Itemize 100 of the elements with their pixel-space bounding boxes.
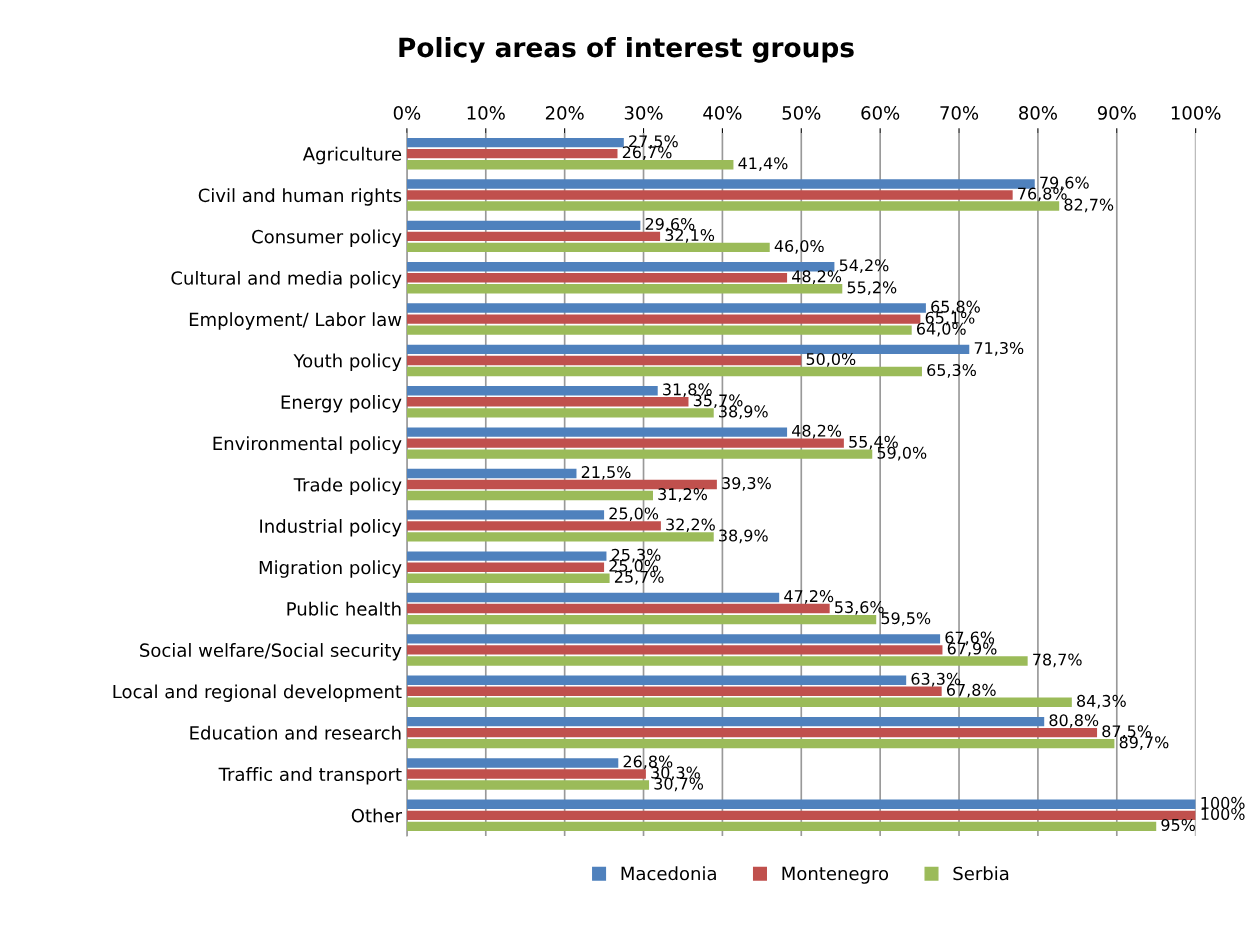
data-label: 55,2% — [847, 281, 897, 296]
bar — [406, 427, 788, 437]
y-tick-label: Other — [351, 808, 403, 823]
y-tick-label: Employment/ Labor law — [189, 312, 402, 330]
data-label: 39,3% — [722, 477, 771, 491]
bar — [406, 325, 912, 335]
bar — [406, 148, 618, 159]
bar — [406, 686, 942, 696]
bar — [406, 479, 717, 490]
bar — [406, 562, 605, 572]
bar — [406, 355, 802, 366]
bar — [406, 468, 577, 479]
bar — [406, 551, 607, 561]
y-tick-label: Public health — [287, 601, 401, 616]
bar — [406, 242, 770, 253]
x-tick-label: 40% — [703, 106, 742, 120]
bar — [406, 780, 650, 790]
bar — [406, 769, 646, 779]
bar — [406, 408, 714, 418]
data-label: 78,7% — [1033, 653, 1082, 668]
data-label: 71,3% — [974, 341, 1024, 356]
data-label: 54,2% — [839, 259, 889, 273]
bar — [406, 634, 941, 644]
bar — [406, 490, 653, 501]
chart-title: Policy areas of interest groups — [399, 36, 854, 63]
y-tick-label: Industrial policy — [260, 518, 402, 537]
x-tick-label: 10% — [467, 106, 505, 120]
bar — [406, 284, 843, 294]
bar — [406, 397, 689, 407]
bar — [406, 592, 780, 603]
bar — [406, 220, 641, 231]
bar — [406, 438, 844, 448]
data-label: 65,3% — [927, 364, 976, 378]
bar — [406, 656, 1028, 666]
y-tick-label: Youth policy — [293, 353, 402, 372]
bar — [406, 160, 734, 170]
bar — [406, 716, 1045, 727]
data-label: 31,2% — [658, 488, 708, 502]
bar — [406, 799, 1196, 809]
data-label: 38,9% — [719, 529, 768, 544]
bar — [406, 366, 922, 377]
y-tick-label: Energy policy — [281, 394, 402, 413]
x-tick-label: 50% — [782, 106, 821, 120]
legend-label: Serbia — [953, 866, 1009, 881]
bar — [406, 190, 1013, 200]
data-label: 32,2% — [666, 518, 715, 533]
x-tick-label: 70% — [940, 106, 979, 120]
bar — [406, 532, 714, 542]
y-tick-label: Local and regional development — [113, 684, 402, 702]
bar — [406, 821, 1157, 832]
y-tick-label: Environmental policy — [213, 436, 402, 454]
data-label: 100% — [1201, 807, 1245, 820]
bar — [406, 179, 1035, 189]
data-label: 21,5% — [581, 466, 631, 480]
y-tick-label: Trade policy — [293, 477, 402, 496]
y-tick-label: Agriculture — [302, 146, 402, 165]
bar — [406, 521, 661, 531]
bar — [406, 573, 610, 583]
x-tick-label: 100% — [1171, 106, 1221, 120]
data-label: 95% — [1161, 818, 1196, 831]
bar — [406, 201, 1060, 211]
legend-label: Macedonia — [621, 866, 716, 881]
data-label: 100% — [1201, 796, 1245, 809]
bar — [406, 137, 624, 148]
bar — [406, 510, 605, 520]
y-tick-label: Consumer policy — [252, 229, 402, 247]
x-tick-label: 30% — [624, 106, 663, 120]
y-tick-label: Traffic and transport — [218, 767, 402, 785]
x-tick-label: 90% — [1097, 106, 1136, 120]
y-tick-label: Cultural and media policy — [171, 270, 402, 289]
data-label: 48,2% — [792, 270, 842, 284]
bar — [406, 603, 830, 614]
bar — [406, 262, 835, 272]
data-label: 41,4% — [738, 157, 788, 171]
y-tick-label: Migration policy — [259, 560, 402, 578]
data-label: 47,2% — [784, 590, 834, 604]
bar — [406, 738, 1115, 749]
legend-label: Montenegro — [782, 866, 889, 884]
bar — [406, 386, 658, 396]
bar — [406, 614, 877, 625]
x-tick-label: 80% — [1019, 106, 1057, 120]
data-label: 25,0% — [609, 507, 659, 522]
bar — [406, 645, 943, 655]
data-label: 48,2% — [792, 424, 842, 439]
bar — [406, 344, 970, 355]
bar — [406, 727, 1098, 738]
bar — [406, 273, 788, 283]
y-tick-label: Education and research — [190, 725, 401, 740]
bar — [406, 675, 907, 685]
data-label: 50,0% — [806, 352, 856, 367]
bar — [406, 758, 619, 768]
data-label: 84,3% — [1077, 694, 1126, 709]
bar — [406, 810, 1196, 821]
x-tick-label: 0% — [393, 106, 421, 120]
y-tick-label: Civil and human rights — [198, 188, 402, 206]
bar — [406, 231, 661, 242]
bar — [406, 303, 926, 313]
y-tick-label: Social welfare/Social security — [140, 643, 402, 661]
data-label: 80,8% — [1049, 714, 1099, 728]
bar — [406, 697, 1072, 707]
